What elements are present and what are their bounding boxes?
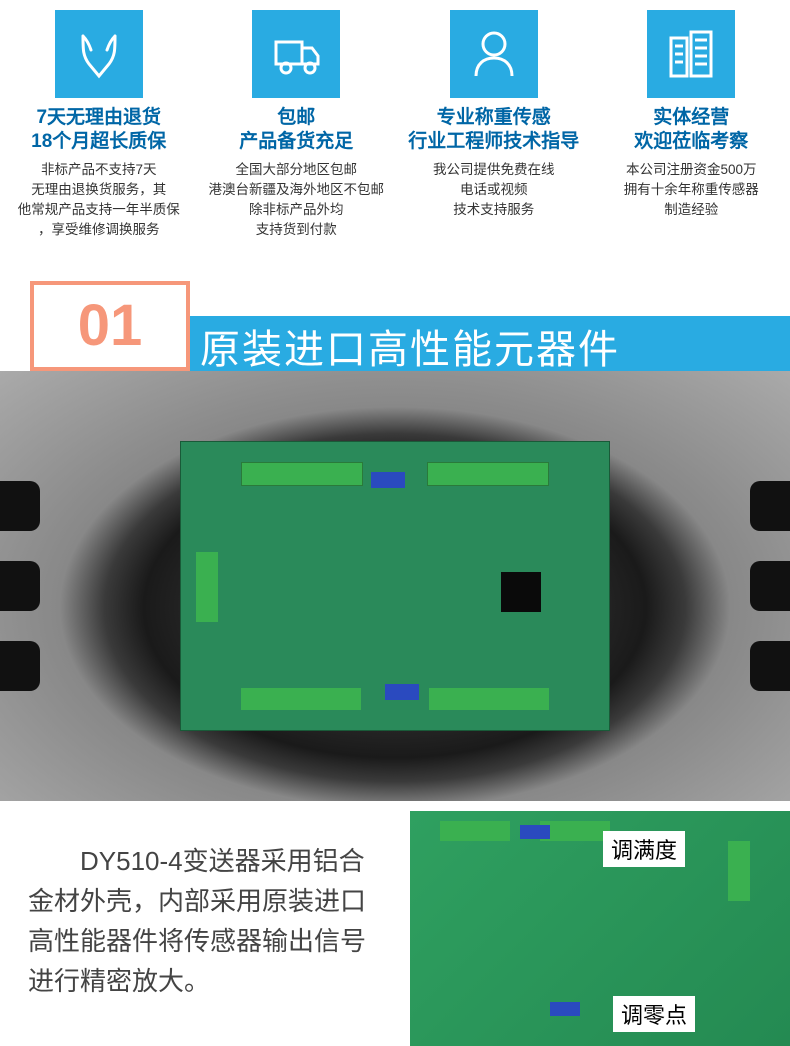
section-title: 原装进口高性能元器件 xyxy=(170,316,790,376)
feature-shipping: 包邮 产品备货充足 全国大部分地区包邮 港澳台新疆及海外地区不包邮 除非标产品外… xyxy=(198,10,396,241)
building-icon xyxy=(647,10,735,98)
hands-icon xyxy=(55,10,143,98)
product-description: DY510-4变送器采用铝合金材外壳，内部采用原装进口高性能器件将传感器输出信号… xyxy=(0,811,400,1046)
feature-desc: 全国大部分地区包邮 港澳台新疆及海外地区不包邮 除非标产品外均 支持货到付款 xyxy=(206,160,388,241)
feature-return: 7天无理由退货 18个月超长质保 非标产品不支持7天 无理由退换货服务，其 他常… xyxy=(0,10,198,241)
person-icon xyxy=(450,10,538,98)
product-photo-main xyxy=(0,371,790,801)
label-zero: 调零点 xyxy=(613,996,695,1032)
product-photo-detail: 调满度 调零点 xyxy=(410,811,790,1046)
bottom-row: DY510-4变送器采用铝合金材外壳，内部采用原装进口高性能器件将传感器输出信号… xyxy=(0,811,790,1046)
truck-icon xyxy=(252,10,340,98)
section-number: 01 xyxy=(30,281,190,371)
feature-desc: 本公司注册资金500万 拥有十余年称重传感器 制造经验 xyxy=(601,160,783,221)
features-row: 7天无理由退货 18个月超长质保 非标产品不支持7天 无理由退换货服务，其 他常… xyxy=(0,0,790,261)
section-header: 01 原装进口高性能元器件 xyxy=(0,281,790,371)
feature-support: 专业称重传感 行业工程师技术指导 我公司提供免费在线 电话或视频 技术支持服务 xyxy=(395,10,593,241)
label-full-scale: 调满度 xyxy=(603,831,685,867)
feature-title: 实体经营 欢迎莅临考察 xyxy=(601,106,783,154)
feature-title: 专业称重传感 行业工程师技术指导 xyxy=(403,106,585,154)
feature-title: 7天无理由退货 18个月超长质保 xyxy=(8,106,190,154)
feature-title: 包邮 产品备货充足 xyxy=(206,106,388,154)
feature-desc: 我公司提供免费在线 电话或视频 技术支持服务 xyxy=(403,160,585,221)
feature-company: 实体经营 欢迎莅临考察 本公司注册资金500万 拥有十余年称重传感器 制造经验 xyxy=(593,10,790,241)
feature-desc: 非标产品不支持7天 无理由退换货服务，其 他常规产品支持一年半质保 ，享受维修调… xyxy=(8,160,190,241)
